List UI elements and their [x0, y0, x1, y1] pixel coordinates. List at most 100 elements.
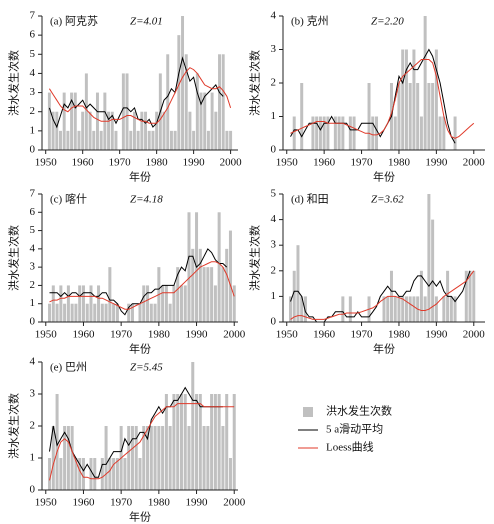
- bar: [371, 116, 375, 150]
- bar: [199, 92, 203, 150]
- bar: [130, 426, 134, 490]
- y-tick-label: 3: [271, 43, 277, 55]
- bar: [397, 83, 401, 150]
- line: [48, 67, 232, 124]
- bar: [89, 285, 93, 322]
- bar: [225, 394, 229, 490]
- y-tick-label: 4: [271, 10, 277, 22]
- y-tick-label: 0: [30, 144, 36, 156]
- x-tick-label: 1960: [72, 157, 95, 169]
- bar: [84, 73, 88, 150]
- x-tick-label: 1950: [276, 329, 299, 341]
- bar: [130, 303, 134, 322]
- bar: [438, 116, 442, 150]
- bar: [401, 296, 405, 322]
- bar: [166, 54, 170, 150]
- bar: [136, 130, 140, 150]
- bar: [352, 116, 356, 150]
- bar: [188, 111, 192, 150]
- bar: [192, 130, 196, 150]
- bar: [187, 212, 191, 322]
- x-tick-label: 2000: [220, 157, 243, 169]
- x-axis-label: 年份: [129, 170, 151, 184]
- bar: [66, 285, 70, 322]
- bar: [318, 116, 322, 150]
- bar: [210, 92, 214, 150]
- bar: [221, 54, 225, 150]
- bar: [423, 296, 427, 322]
- bar: [210, 394, 214, 490]
- line: [290, 59, 475, 139]
- bar: [184, 54, 188, 150]
- bar: [97, 285, 101, 322]
- bar: [77, 130, 81, 150]
- bar: [78, 458, 82, 490]
- bar: [434, 49, 438, 150]
- bar: [138, 458, 142, 490]
- legend-entry: 洪水发生次数: [303, 404, 392, 418]
- bar: [70, 426, 74, 490]
- bar: [164, 394, 168, 490]
- bar: [221, 267, 225, 322]
- bar: [468, 270, 472, 322]
- y-tick-label: 2: [30, 420, 36, 432]
- bar: [393, 116, 397, 150]
- line: [49, 261, 235, 310]
- bar: [129, 130, 133, 150]
- x-axis-label: 年份: [129, 342, 151, 356]
- x-tick-label: 1980: [148, 329, 171, 341]
- line: [49, 386, 223, 478]
- y-tick-label: 7: [30, 188, 36, 200]
- bar: [416, 83, 420, 150]
- panel: 0 1 2 3 4 5 6 7 1950 1960 1970 1980 1990 2000 (a) 阿克苏 Z…: [7, 10, 243, 184]
- bar: [162, 111, 166, 150]
- y-tick-label: 3: [271, 239, 277, 251]
- bar: [161, 426, 165, 490]
- bar: [221, 426, 225, 490]
- bar: [333, 116, 337, 150]
- bar: [110, 111, 114, 150]
- bar: [168, 426, 172, 490]
- x-axis-label: 年份: [373, 170, 395, 184]
- x-tick-label: 2000: [223, 497, 246, 509]
- bar: [89, 458, 93, 490]
- bar: [153, 303, 157, 322]
- bar: [63, 303, 67, 322]
- bar: [127, 426, 131, 490]
- bar: [303, 296, 307, 322]
- bar: [348, 116, 352, 150]
- y-tick-label: 0: [30, 484, 36, 496]
- y-tick-label: 2: [30, 279, 36, 291]
- y-tick-label: 4: [30, 67, 36, 79]
- bar: [176, 394, 180, 490]
- x-tick-label: 1970: [109, 157, 132, 169]
- bar: [326, 116, 330, 150]
- bar: [449, 296, 453, 322]
- x-tick-label: 1960: [313, 157, 336, 169]
- z-statistic: Z=2.20: [371, 16, 404, 28]
- y-tick-label: 5: [271, 188, 277, 200]
- bar: [48, 458, 52, 490]
- bar: [66, 130, 70, 150]
- y-tick-label: 1: [271, 290, 277, 302]
- bar: [144, 111, 148, 150]
- bar: [104, 426, 108, 490]
- bar: [191, 248, 195, 322]
- panel-title: (d) 和田: [291, 193, 329, 206]
- x-tick-label: 1970: [110, 329, 133, 341]
- bar: [108, 267, 112, 322]
- bar: [70, 303, 74, 322]
- x-tick-label: 1970: [351, 329, 374, 341]
- panel-title: (e) 巴州: [50, 362, 87, 374]
- bar: [172, 394, 176, 490]
- legend-entry: Loess曲线: [298, 440, 374, 454]
- y-tick-label: 1: [30, 297, 36, 309]
- bar: [142, 285, 146, 322]
- bar: [59, 285, 63, 322]
- bar: [157, 426, 161, 490]
- bar: [206, 267, 210, 322]
- bar: [125, 73, 129, 150]
- line: [48, 56, 224, 129]
- bar: [155, 111, 159, 150]
- x-tick-label: 1980: [148, 497, 171, 509]
